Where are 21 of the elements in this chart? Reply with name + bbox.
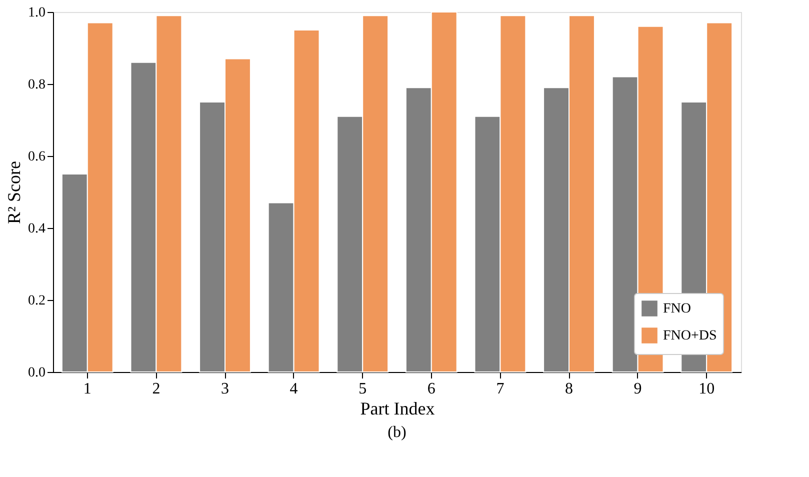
x-tick-label: 2 — [152, 380, 160, 398]
x-tick-label: 10 — [698, 380, 715, 398]
x-tick-label: 3 — [221, 380, 229, 398]
x-tick-label: 8 — [565, 380, 573, 398]
y-axis-title: R² Score — [4, 161, 24, 224]
y-tick-label: 0.0 — [28, 366, 46, 380]
y-tick-label: 0.8 — [28, 78, 46, 92]
legend-label: FNO — [663, 302, 692, 316]
y-tick-label: 0.2 — [28, 294, 46, 308]
x-tick-label: 7 — [496, 380, 504, 398]
x-tick-label: 4 — [290, 380, 298, 398]
text: (b) — [388, 424, 406, 441]
y-tick-label: 0.6 — [28, 150, 46, 164]
x-tick-label: 6 — [427, 380, 436, 398]
x-tick-label: 9 — [634, 380, 642, 398]
x-tick-label: 5 — [358, 380, 367, 398]
x-axis-title: Part Index — [360, 398, 435, 418]
legend-label: FNO+DS — [663, 328, 717, 344]
y-tick-label: 0.4 — [28, 222, 46, 236]
y-tick-label: 1.0 — [28, 6, 46, 20]
x-tick-label: 1 — [83, 380, 92, 398]
